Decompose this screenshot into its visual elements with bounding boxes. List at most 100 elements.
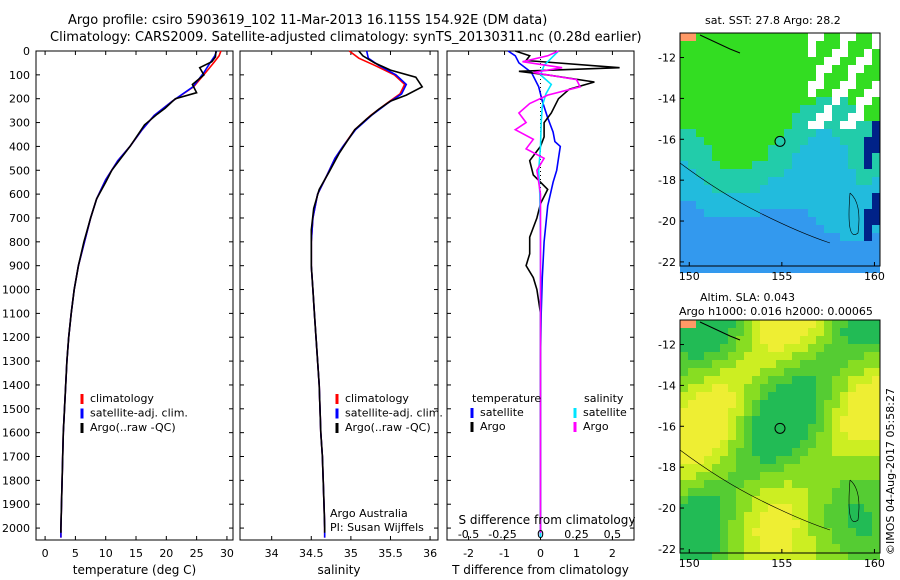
map-cell xyxy=(856,432,864,440)
map-cell xyxy=(776,472,784,480)
map-cell xyxy=(696,536,704,544)
map-cell xyxy=(696,57,704,65)
map-cell xyxy=(832,408,840,416)
map-cell xyxy=(832,344,840,352)
map-cell xyxy=(744,376,752,384)
map-cell xyxy=(816,225,824,233)
map-y-tick-label: -12 xyxy=(658,52,676,65)
map-cell xyxy=(792,177,800,185)
x-tick-label: 5 xyxy=(72,547,79,560)
map-cell xyxy=(720,105,728,113)
map-cell xyxy=(872,97,880,105)
map-cell xyxy=(848,432,856,440)
map-cell xyxy=(776,480,784,488)
map-cell xyxy=(768,57,776,65)
map-cell xyxy=(696,336,704,344)
map-cell xyxy=(840,344,848,352)
map-cell xyxy=(864,416,872,424)
map-cell xyxy=(832,456,840,464)
map-cell xyxy=(696,105,704,113)
map-cell xyxy=(872,432,880,440)
map-cell xyxy=(800,528,808,536)
map-cell xyxy=(864,33,872,41)
map-cell xyxy=(712,416,720,424)
map-cell xyxy=(768,424,776,432)
map-cell xyxy=(784,512,792,520)
map-cell xyxy=(800,145,808,153)
map-cell xyxy=(768,177,776,185)
map-cell xyxy=(848,480,856,488)
map-cell xyxy=(792,416,800,424)
map-cell xyxy=(824,336,832,344)
map-cell xyxy=(856,129,864,137)
map-cell xyxy=(872,440,880,448)
map-cell xyxy=(872,169,880,177)
map-cell xyxy=(792,153,800,161)
map-cell xyxy=(832,145,840,153)
map-cell xyxy=(808,73,816,81)
map-cell xyxy=(696,424,704,432)
depth-tick-label: 1800 xyxy=(2,474,30,487)
map-cell xyxy=(688,376,696,384)
map-cell xyxy=(760,185,768,193)
depth-tick-label: 1200 xyxy=(2,331,30,344)
map-cell xyxy=(728,49,736,57)
map-cell xyxy=(824,432,832,440)
map-cell xyxy=(776,105,784,113)
map-cell xyxy=(744,129,752,137)
map-y-tick-label: -12 xyxy=(658,339,676,352)
map-cell xyxy=(848,544,856,552)
map-cell xyxy=(840,496,848,504)
map-cell xyxy=(832,249,840,257)
map-cell xyxy=(712,97,720,105)
map-cell xyxy=(688,233,696,241)
map-cell xyxy=(680,113,688,121)
map-cell xyxy=(704,265,712,273)
map-cell xyxy=(824,464,832,472)
map-cell xyxy=(752,480,760,488)
map-cell xyxy=(848,65,856,73)
map-cell xyxy=(816,552,824,560)
map-cell xyxy=(816,153,824,161)
map-cell xyxy=(712,384,720,392)
map-cell xyxy=(736,209,744,217)
map-cell xyxy=(864,328,872,336)
map-cell xyxy=(824,49,832,57)
map-cell xyxy=(752,424,760,432)
map-cell xyxy=(728,105,736,113)
map-cell xyxy=(720,392,728,400)
map-cell xyxy=(768,496,776,504)
map-cell xyxy=(680,121,688,129)
map-cell xyxy=(712,360,720,368)
map-cell xyxy=(712,113,720,121)
map-cell xyxy=(680,153,688,161)
map-cell xyxy=(688,464,696,472)
map-cell xyxy=(744,249,752,257)
map-cell xyxy=(792,249,800,257)
map-cell xyxy=(800,89,808,97)
map-cell xyxy=(816,432,824,440)
map-cell xyxy=(872,416,880,424)
map-cell xyxy=(728,472,736,480)
map-cell xyxy=(696,400,704,408)
map-cell xyxy=(784,456,792,464)
map-cell xyxy=(800,265,808,273)
map-cell xyxy=(728,512,736,520)
map-cell xyxy=(728,480,736,488)
map-cell xyxy=(856,352,864,360)
map-cell xyxy=(784,193,792,201)
map-cell xyxy=(680,512,688,520)
map-cell xyxy=(808,448,816,456)
map-cell xyxy=(824,185,832,193)
map-cell xyxy=(736,328,744,336)
land-patch xyxy=(680,320,696,328)
map-cell xyxy=(696,496,704,504)
map-cell xyxy=(760,57,768,65)
map-cell xyxy=(792,33,800,41)
map-cell xyxy=(816,57,824,65)
map-cell xyxy=(864,137,872,145)
map-cell xyxy=(728,368,736,376)
figure-title-line-1: Argo profile: csiro 5903619_102 11-Mar-2… xyxy=(68,13,548,28)
map-cell xyxy=(792,121,800,129)
map-cell xyxy=(856,257,864,265)
